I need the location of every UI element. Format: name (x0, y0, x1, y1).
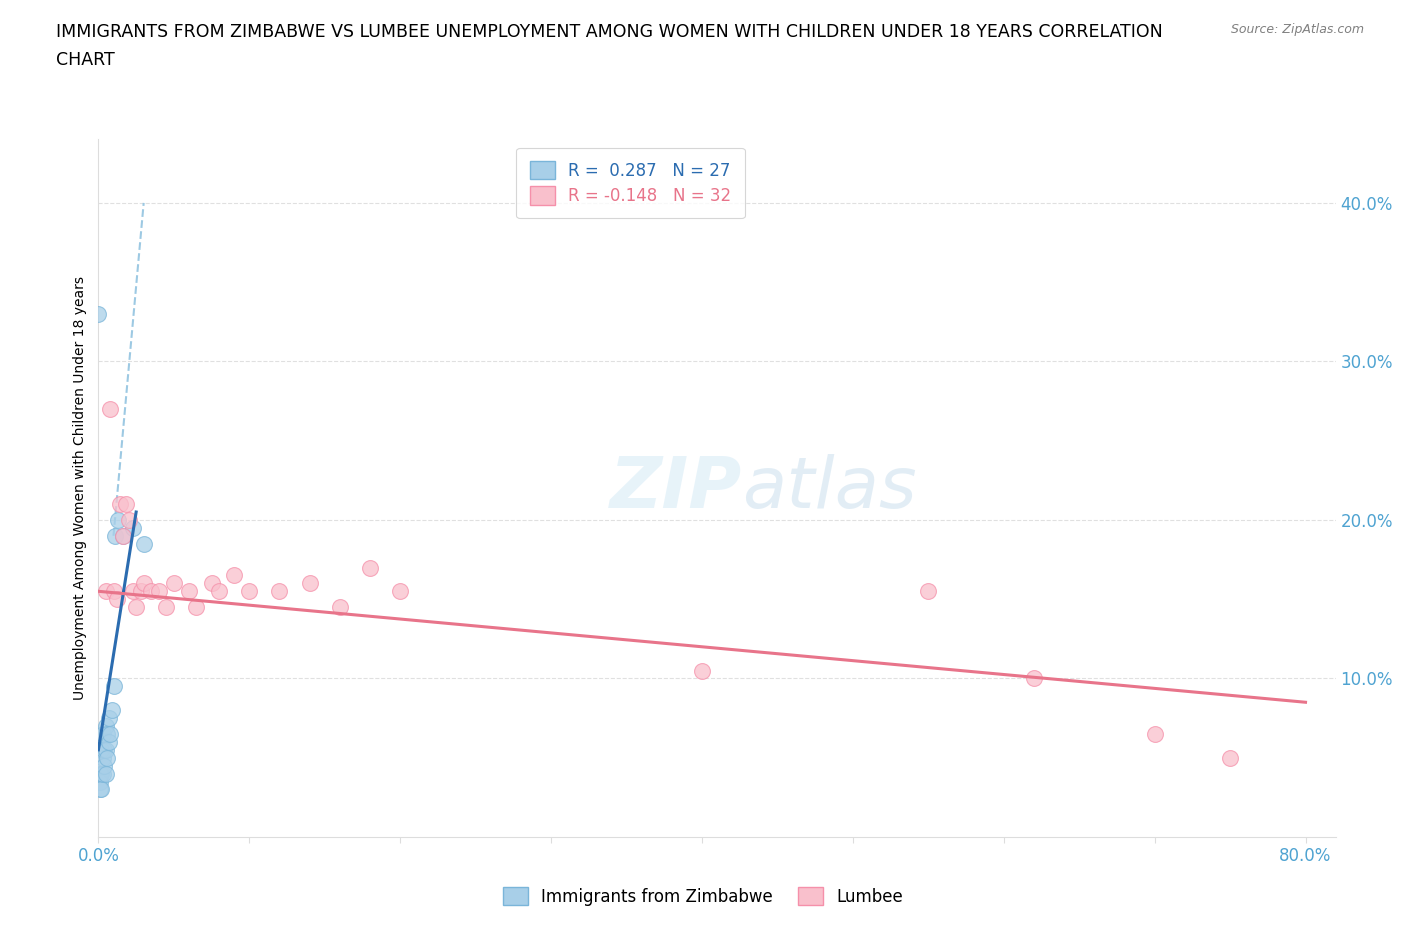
Text: atlas: atlas (742, 454, 917, 523)
Legend: R =  0.287   N = 27, R = -0.148   N = 32: R = 0.287 N = 27, R = -0.148 N = 32 (516, 148, 745, 219)
Point (101, 703, 124, 718)
Point (1219, 751, 1241, 765)
Point (1022, 671, 1045, 686)
Point (359, 560, 381, 575)
Point (90, 766, 112, 781)
Point (103, 584, 125, 599)
Point (93, 742, 115, 757)
Point (94, 719, 117, 734)
Point (132, 537, 155, 551)
Point (224, 568, 246, 583)
Point (104, 528, 127, 543)
Text: Source: ZipAtlas.com: Source: ZipAtlas.com (1230, 23, 1364, 36)
Point (90, 742, 112, 757)
Point (129, 584, 152, 599)
Point (94, 584, 117, 599)
Point (94, 742, 117, 757)
Point (111, 528, 134, 543)
Point (91, 766, 114, 781)
Point (122, 584, 145, 599)
Point (917, 584, 939, 599)
Point (96, 726, 118, 741)
Point (389, 584, 412, 599)
Point (93, 758, 115, 773)
Point (105, 591, 128, 606)
Point (111, 528, 134, 543)
Point (91, 751, 114, 765)
Point (298, 576, 321, 591)
Point (132, 576, 155, 591)
Point (1143, 726, 1166, 741)
Text: IMMIGRANTS FROM ZIMBABWE VS LUMBEE UNEMPLOYMENT AMONG WOMEN WITH CHILDREN UNDER : IMMIGRANTS FROM ZIMBABWE VS LUMBEE UNEMP… (56, 23, 1163, 41)
Point (208, 584, 231, 599)
Point (177, 584, 200, 599)
Point (90, 782, 112, 797)
Point (200, 576, 222, 591)
Point (94, 766, 117, 781)
Point (103, 679, 125, 694)
Text: CHART: CHART (56, 51, 115, 69)
Point (690, 663, 713, 678)
Point (141, 584, 163, 599)
Point (117, 512, 139, 527)
Point (89, 766, 111, 781)
Point (100, 402, 122, 417)
Point (96, 751, 118, 765)
Point (108, 497, 131, 512)
Point (148, 584, 170, 599)
Point (107, 512, 129, 527)
Point (98, 711, 121, 725)
Point (87, 306, 110, 321)
Point (89, 782, 111, 797)
Point (89, 774, 111, 789)
Point (163, 576, 186, 591)
Y-axis label: Unemployment Among Women with Children Under 18 years: Unemployment Among Women with Children U… (73, 276, 87, 700)
Point (98, 735, 121, 750)
Point (125, 600, 148, 615)
Point (114, 497, 136, 512)
Point (155, 600, 177, 615)
Point (329, 600, 352, 615)
Legend: Immigrants from Zimbabwe, Lumbee: Immigrants from Zimbabwe, Lumbee (496, 881, 910, 912)
Point (122, 521, 145, 536)
Point (91, 726, 114, 741)
Point (186, 600, 208, 615)
Point (269, 584, 291, 599)
Point (238, 584, 260, 599)
Text: ZIP: ZIP (610, 454, 742, 523)
Point (100, 726, 122, 741)
